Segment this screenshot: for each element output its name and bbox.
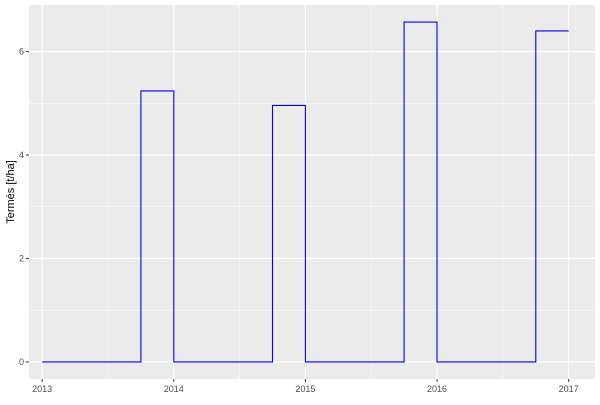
x-tick-label: 2014 [164,384,184,394]
y-tick-label: 2 [19,253,24,263]
series-line [42,21,569,363]
y-tick-label: 6 [19,47,24,57]
y-tick-label: 4 [19,150,24,160]
y-axis: 0 2 4 6 [19,47,29,367]
x-tick-label: 2016 [427,384,447,394]
grid-minor [29,5,595,379]
x-tick-label: 2017 [559,384,579,394]
x-tick-label: 2015 [295,384,315,394]
y-tick-label: 0 [19,357,24,367]
x-tick-label: 2013 [32,384,52,394]
x-axis: 2013 2014 2015 2016 2017 [32,379,579,394]
plot-panel [29,5,595,379]
y-axis-label: Termés [t/ha] [5,160,17,224]
